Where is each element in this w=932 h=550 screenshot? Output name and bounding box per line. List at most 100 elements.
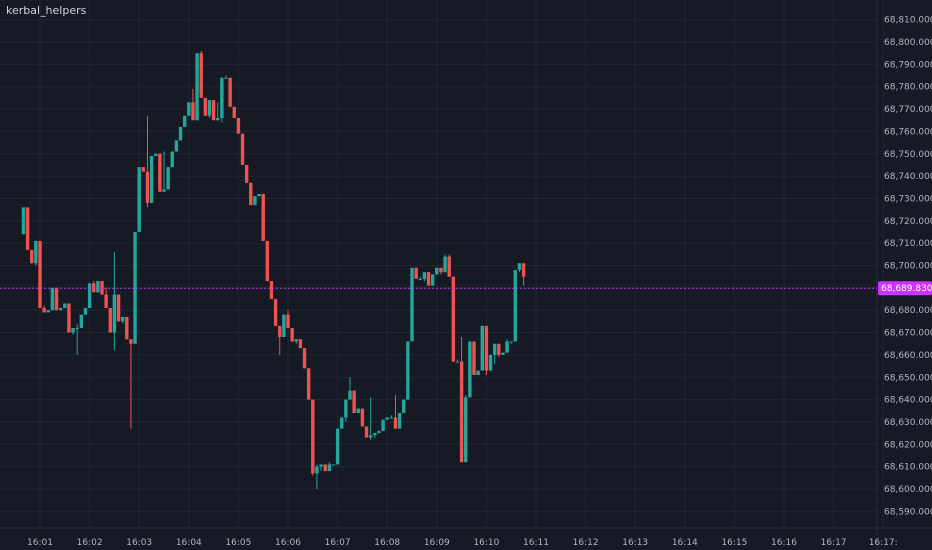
candle: [294, 339, 298, 344]
candle: [360, 408, 365, 427]
candle: [356, 408, 360, 414]
candle: [253, 196, 257, 206]
candle: [497, 343, 501, 358]
candles: [21, 50, 526, 489]
candle-body: [331, 464, 336, 466]
candle: [505, 339, 509, 353]
price-axis[interactable]: 68,590.000 68,600.000 68,610.000 68,620.000…: [884, 16, 932, 518]
candle-body: [125, 316, 129, 340]
candle: [178, 126, 183, 141]
candle: [455, 359, 460, 363]
candle-body: [311, 399, 315, 474]
candle-body: [182, 115, 187, 127]
candle-body: [377, 430, 381, 434]
candle-body: [443, 256, 447, 273]
y-tick-label: 68,800.000: [884, 38, 932, 48]
candle: [207, 100, 212, 118]
x-tick-label: 16:17:: [869, 538, 898, 548]
candle-body: [294, 339, 298, 342]
candle: [96, 281, 100, 293]
candle: [46, 310, 50, 313]
candle: [435, 267, 439, 275]
candle-body: [203, 97, 208, 116]
candle-body: [83, 307, 88, 315]
candle-body: [228, 77, 232, 107]
candle: [34, 240, 38, 266]
candle: [211, 100, 216, 121]
candle-body: [216, 117, 220, 121]
candle: [327, 462, 332, 472]
candle-body: [220, 77, 224, 118]
candle-body: [170, 151, 174, 168]
candle: [464, 395, 468, 463]
candle-body: [364, 426, 369, 438]
y-tick-label: 68,610.000: [884, 463, 932, 473]
candle: [410, 267, 414, 342]
candle-body: [178, 126, 183, 141]
candle: [141, 167, 146, 172]
time-axis[interactable]: 16:01 16:02 16:03 16:04 16:05 16:06 16:07 16:08…: [27, 538, 898, 548]
candle: [414, 267, 418, 279]
y-tick-label: 68,680.000: [884, 306, 932, 316]
candle: [21, 207, 26, 235]
candle: [373, 433, 377, 438]
candle: [220, 77, 224, 123]
candle-body: [129, 339, 133, 344]
candle-body: [439, 267, 443, 273]
candle-body: [389, 417, 394, 419]
y-tick-label: 68,710.000: [884, 239, 932, 249]
candle-body: [46, 310, 50, 313]
candle-body: [517, 263, 522, 270]
candle: [331, 464, 336, 466]
candle-body: [505, 341, 509, 353]
candle: [38, 240, 42, 308]
candle: [368, 397, 373, 440]
candle-body: [497, 343, 501, 355]
candle: [63, 303, 67, 308]
candle: [216, 102, 220, 121]
candle-body: [282, 314, 286, 338]
y-tick-label: 68,700.000: [884, 262, 932, 272]
current-price-value: 68,689.830: [881, 284, 932, 294]
y-tick-label: 68,590.000: [884, 507, 932, 517]
candle: [422, 272, 427, 282]
candle: [323, 464, 327, 472]
candle-body: [406, 341, 410, 400]
candle-body: [108, 307, 112, 333]
candle: [348, 377, 352, 400]
candle-body: [302, 348, 307, 369]
candle: [319, 464, 323, 472]
candle-body: [319, 464, 323, 467]
candle: [187, 102, 191, 116]
candle-body: [149, 155, 154, 203]
candle: [439, 267, 443, 275]
y-tick-label: 68,740.000: [884, 172, 932, 182]
candle: [426, 272, 431, 286]
candle-body: [472, 341, 476, 376]
candle-body: [492, 343, 497, 355]
candle-body: [381, 419, 385, 431]
candle-body: [306, 368, 311, 400]
candle-body: [71, 328, 75, 333]
candle-body: [257, 193, 261, 197]
candle-body: [112, 294, 117, 333]
candle-body: [261, 193, 265, 241]
candle: [447, 254, 451, 277]
y-tick-label: 68,650.000: [884, 373, 932, 383]
candle: [92, 281, 96, 293]
candle-body: [373, 433, 377, 436]
x-tick-label: 16:06: [275, 538, 301, 548]
candle-body: [199, 53, 203, 98]
candle-body: [244, 164, 249, 183]
candle-body: [348, 390, 352, 400]
candle-body: [414, 267, 418, 279]
candle: [344, 399, 348, 422]
y-tick-label: 68,770.000: [884, 105, 932, 115]
x-tick-label: 16:05: [225, 538, 251, 548]
x-tick-label: 16:14: [672, 538, 698, 548]
candle-body: [207, 100, 212, 116]
candle: [166, 167, 170, 190]
candle: [459, 337, 464, 463]
